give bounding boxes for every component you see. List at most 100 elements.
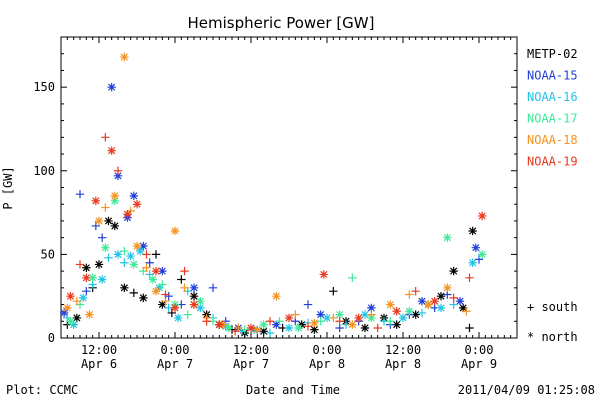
data-point-noaa-15-north xyxy=(129,191,139,201)
data-point-noaa-18-south xyxy=(142,263,151,272)
data-point-noaa-18-north xyxy=(253,325,262,334)
legend-entry-noaa-18: NOAA-18 xyxy=(527,133,578,147)
data-point-metp-02-south xyxy=(177,275,186,284)
data-point-noaa-17-north xyxy=(335,310,344,319)
data-point-noaa-19-north xyxy=(284,313,294,323)
data-point-noaa-19-north xyxy=(151,266,161,276)
data-point-noaa-18-south xyxy=(291,310,300,319)
data-point-noaa-16-north xyxy=(468,258,477,267)
y-axis: 0 50 100 150 xyxy=(33,53,517,345)
data-point-metp-02-south xyxy=(465,323,474,333)
data-point-noaa-16-north xyxy=(284,323,294,333)
legend-entry-metp-02: METP-02 xyxy=(527,47,578,61)
data-point-noaa-19-south xyxy=(230,327,240,336)
data-point-noaa-18-north xyxy=(272,291,281,301)
data-point-noaa-16-south xyxy=(265,328,275,338)
data-point-noaa-15-north xyxy=(316,310,325,319)
data-point-noaa-19-south xyxy=(180,266,189,276)
data-point-metp-02-north xyxy=(392,320,401,329)
data-point-noaa-15-north xyxy=(59,308,69,318)
legend-entry-noaa-19: NOAA-19 xyxy=(527,155,578,169)
data-point-noaa-19-north xyxy=(392,307,401,316)
y-tick-label: 100 xyxy=(33,164,55,178)
data-point-noaa-18-south xyxy=(405,290,414,299)
data-point-metp-02-north xyxy=(436,291,446,301)
data-point-noaa-19-south xyxy=(265,317,275,326)
data-point-noaa-16-south xyxy=(104,253,113,262)
data-point-noaa-16-north xyxy=(436,303,446,313)
data-point-noaa-17-north xyxy=(477,250,487,259)
data-point-noaa-18-north xyxy=(386,300,395,309)
data-point-noaa-15-south xyxy=(208,283,218,293)
marker-legend-north: * north xyxy=(527,330,578,344)
marker-legend-south: + south xyxy=(527,300,578,314)
data-point-noaa-19-south xyxy=(202,317,211,326)
data-point-noaa-19-south xyxy=(335,317,344,326)
data-point-noaa-17-south xyxy=(275,317,284,326)
data-point-noaa-17-south xyxy=(386,317,395,326)
chart-title: Hemispheric Power [GW] xyxy=(188,14,375,32)
data-point-noaa-16-north xyxy=(154,283,164,293)
data-point-noaa-19-south xyxy=(75,260,85,269)
data-point-noaa-15-south xyxy=(97,233,107,242)
data-point-noaa-15-north xyxy=(107,82,116,92)
legend-entry-noaa-17: NOAA-17 xyxy=(527,112,578,126)
data-point-metp-02-north xyxy=(189,291,199,301)
y-tick-label: 150 xyxy=(33,80,55,94)
data-point-noaa-19-south xyxy=(303,322,313,331)
data-point-noaa-18-south xyxy=(72,297,82,306)
data-point-noaa-17-south xyxy=(348,273,357,282)
plot-timestamp: 2011/04/09 01:25:08 xyxy=(458,383,595,397)
x-tick-time-label: 12:00 xyxy=(233,343,269,357)
data-point-noaa-17-north xyxy=(443,233,452,242)
legend-entry-noaa-15: NOAA-15 xyxy=(527,69,578,83)
x-tick-date-label: Apr 9 xyxy=(461,357,497,371)
data-point-noaa-19-north xyxy=(82,273,91,282)
data-point-noaa-19-south xyxy=(449,293,458,303)
data-point-noaa-15-south xyxy=(474,255,484,264)
data-point-noaa-18-north xyxy=(63,303,72,313)
data-point-noaa-19-north xyxy=(170,303,180,313)
data-point-noaa-18-north xyxy=(151,286,161,296)
data-point-noaa-17-north xyxy=(66,317,75,326)
data-point-noaa-19-north xyxy=(319,270,329,279)
plot-frame xyxy=(60,36,518,339)
data-point-noaa-15-north xyxy=(417,297,427,306)
x-tick-time-label: 12:00 xyxy=(385,343,421,357)
data-point-noaa-15-north xyxy=(471,243,481,252)
legend-entry-noaa-16: NOAA-16 xyxy=(527,90,578,104)
data-point-noaa-19-south xyxy=(373,323,382,333)
y-tick-label: 50 xyxy=(41,247,55,261)
data-point-metp-02-north xyxy=(458,303,468,313)
data-point-noaa-17-north xyxy=(224,323,234,333)
data-point-noaa-16-north xyxy=(69,320,78,329)
data-point-noaa-15-north xyxy=(139,241,148,251)
data-point-metp-02-north xyxy=(411,310,420,319)
marker-legend: + south * north xyxy=(527,300,578,344)
data-point-noaa-15-south xyxy=(91,221,101,231)
data-point-noaa-16-north xyxy=(78,293,88,303)
data-point-noaa-19-south xyxy=(142,250,151,259)
x-tick-time-label: 0:00 xyxy=(465,343,494,357)
data-point-noaa-18-south xyxy=(180,283,189,293)
data-point-noaa-16-south xyxy=(120,258,129,267)
data-point-noaa-16-north xyxy=(360,310,370,319)
data-point-noaa-15-south xyxy=(75,189,85,199)
data-point-noaa-16-south xyxy=(417,308,427,318)
data-point-metp-02-south xyxy=(151,250,161,259)
data-point-metp-02-north xyxy=(158,300,167,309)
data-point-noaa-18-north xyxy=(348,320,357,329)
data-point-noaa-15-north xyxy=(367,303,376,313)
data-point-noaa-17-south xyxy=(183,310,192,319)
data-point-noaa-18-north xyxy=(85,310,94,319)
data-point-noaa-17-south xyxy=(316,317,325,326)
data-point-metp-02-north xyxy=(139,293,148,303)
data-point-noaa-17-north xyxy=(88,273,97,282)
data-point-noaa-16-north xyxy=(221,322,230,331)
plot-credit: Plot: CCMC xyxy=(6,383,78,397)
data-point-metp-02-south xyxy=(167,308,177,318)
data-point-noaa-17-north xyxy=(405,307,414,316)
data-point-noaa-19-north xyxy=(91,196,101,206)
data-point-noaa-17-north xyxy=(101,243,110,252)
data-point-noaa-16-north xyxy=(398,313,408,323)
